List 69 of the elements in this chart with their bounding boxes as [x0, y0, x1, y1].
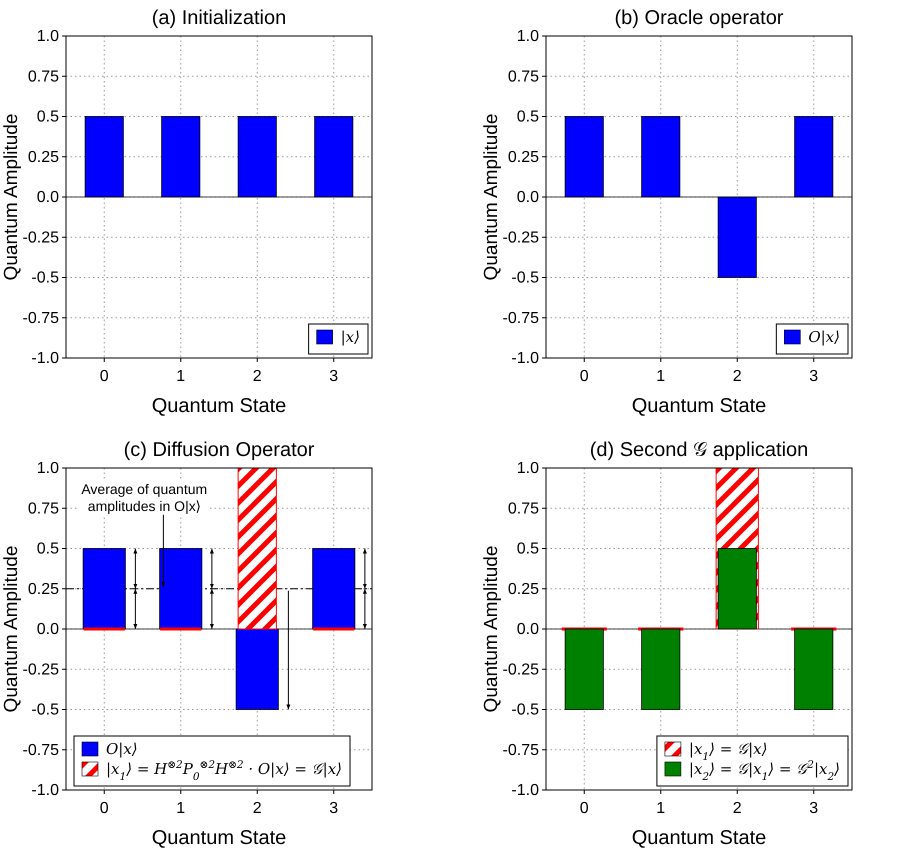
y-tick-label: -0.25	[22, 661, 60, 678]
y-axis-title: Quantum Amplitude	[481, 114, 502, 280]
x-tick-label: 1	[656, 368, 666, 385]
y-axis-title: Quantum Amplitude	[1, 546, 22, 712]
y-tick-label: 0.75	[28, 68, 60, 86]
y-tick-label: -0.5	[31, 702, 60, 719]
y-tick-label: 0.25	[508, 580, 540, 598]
legend-label: O|x⟩	[106, 740, 138, 758]
ref-line-label: Average of quantum amplitudes in O|x⟩	[81, 480, 208, 514]
x-tick-label: 0	[580, 368, 589, 385]
y-tick-label: 0.75	[508, 500, 540, 518]
y-tick-label: -0.75	[22, 310, 60, 327]
y-tick-label: -0.75	[502, 742, 540, 759]
y-tick-label: -1.0	[511, 350, 540, 368]
y-tick-label: 0.0	[36, 621, 60, 638]
y-tick-label: -1.0	[31, 350, 60, 368]
legend-label: |x⟩	[340, 328, 360, 346]
y-tick-label: -0.25	[502, 229, 540, 246]
chart-title: (c) Diffusion Operator	[124, 439, 315, 461]
y-tick-label: -1.0	[31, 782, 60, 800]
y-tick-label: 0.0	[516, 189, 540, 206]
x-tick-label: 2	[732, 368, 742, 385]
x-axis-title: Quantum State	[632, 827, 766, 849]
y-tick-label: 0.25	[508, 148, 540, 166]
x-tick-label: 0	[100, 800, 109, 817]
y-tick-label: 0.5	[36, 540, 60, 558]
y-tick-label: 0.25	[28, 148, 60, 166]
y-axis-title: Quantum Amplitude	[1, 114, 22, 280]
x-tick-label: 2	[252, 800, 262, 817]
chart-title: (a) Initialization	[152, 7, 286, 29]
y-tick-label: 1.0	[516, 28, 540, 46]
text: |x$_{1}$⟩ = H$^{⊗2}$P$_{0}$$^{⊗2}$H$^{⊗2}$ · O|x⟩ = 𝒢|x⟩	[106, 759, 342, 783]
x-tick-label: 3	[809, 800, 818, 817]
y-tick-label: -0.5	[511, 702, 540, 719]
y-tick-label: -0.25	[502, 661, 540, 678]
y-tick-label: 0.0	[516, 621, 540, 638]
x-tick-label: 1	[176, 368, 186, 385]
y-tick-label: 0.75	[28, 500, 60, 518]
x-axis-title: Quantum State	[632, 395, 766, 417]
x-tick-label: 2	[252, 368, 262, 385]
y-tick-label: 1.0	[516, 460, 540, 478]
x-axis-title: Quantum State	[152, 395, 286, 417]
legend-label: O|x⟩	[808, 328, 840, 346]
x-tick-label: 1	[176, 800, 186, 817]
y-axis-title: Quantum Amplitude	[481, 546, 502, 712]
y-tick-label: 0.5	[516, 108, 540, 126]
x-tick-label: 1	[656, 800, 666, 817]
x-tick-label: 0	[100, 368, 109, 385]
y-tick-label: 1.0	[36, 28, 60, 46]
y-tick-label: 1.0	[36, 460, 60, 478]
y-tick-label: 0.75	[508, 68, 540, 86]
x-tick-label: 3	[809, 368, 818, 385]
x-tick-label: 2	[732, 800, 742, 817]
x-tick-label: 3	[329, 368, 338, 385]
chart-title: (d) Second 𝒢 application	[590, 439, 808, 461]
y-tick-label: 0.5	[36, 108, 60, 126]
x-tick-label: 0	[580, 800, 589, 817]
y-tick-label: 0.0	[36, 189, 60, 206]
y-tick-label: -0.25	[22, 229, 60, 246]
y-tick-label: 0.25	[28, 580, 60, 598]
chart-title: (b) Oracle operator	[614, 7, 784, 29]
y-tick-label: -0.75	[22, 742, 60, 759]
y-tick-label: -1.0	[511, 782, 540, 800]
y-tick-label: -0.5	[31, 270, 60, 287]
y-tick-label: 0.5	[516, 540, 540, 558]
x-tick-label: 3	[329, 800, 338, 817]
y-tick-label: -0.5	[511, 270, 540, 287]
x-axis-title: Quantum State	[152, 827, 286, 849]
y-tick-label: -0.75	[502, 310, 540, 327]
